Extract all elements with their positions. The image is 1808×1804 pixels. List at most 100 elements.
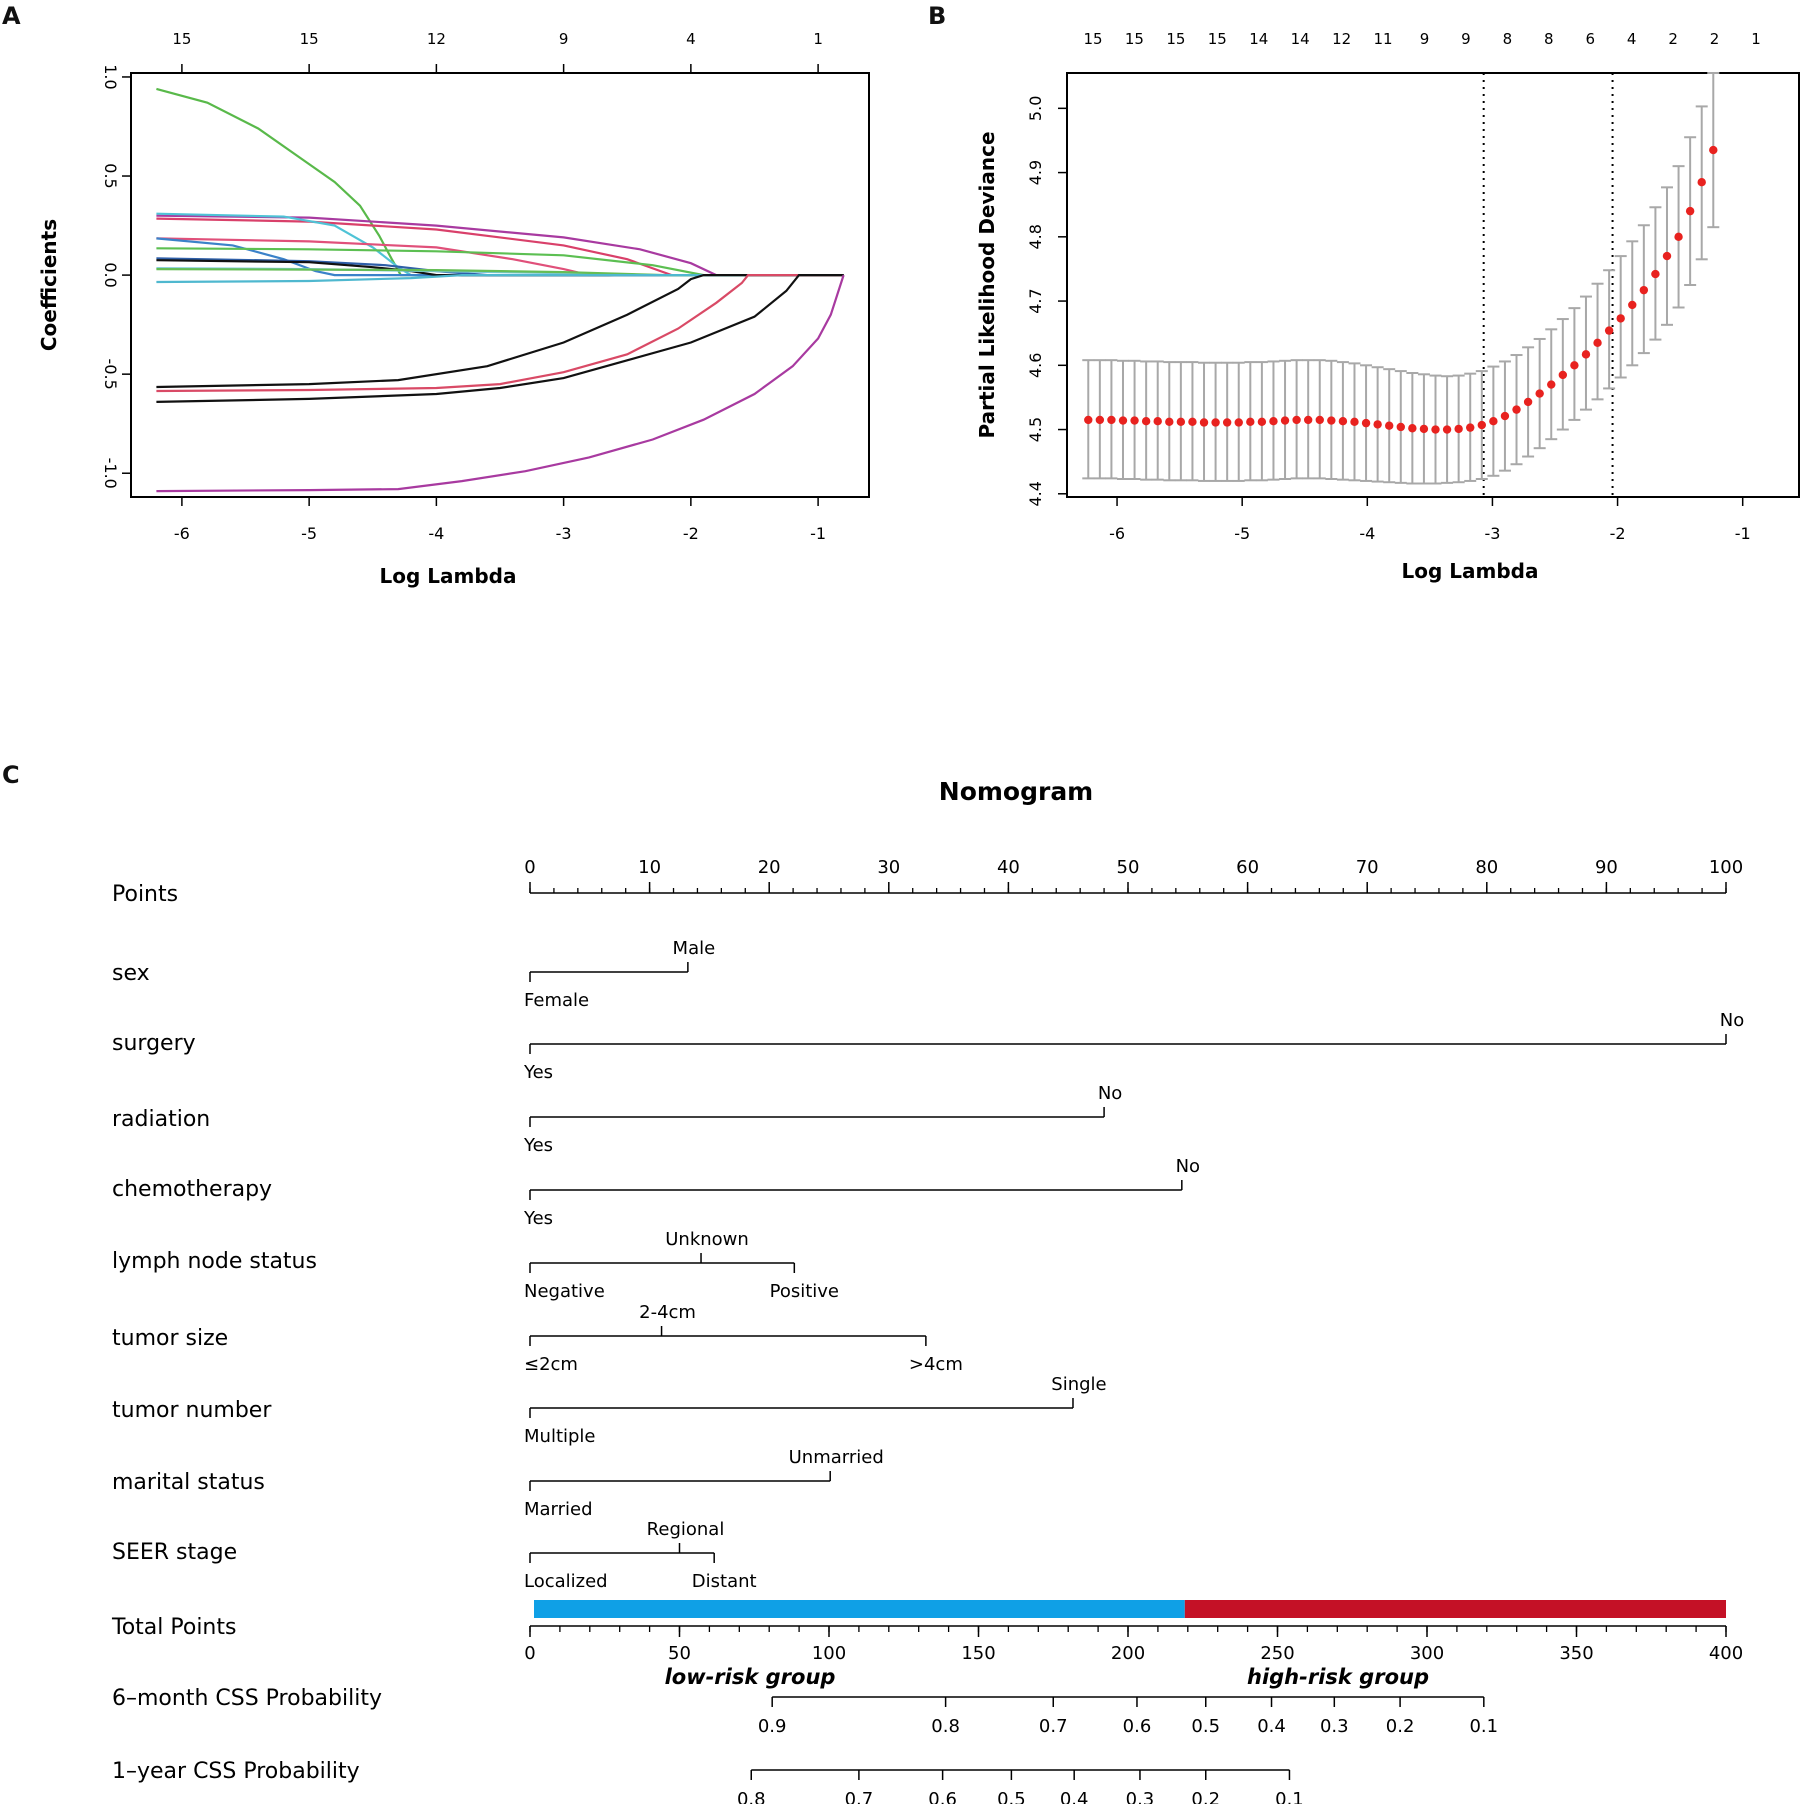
x-tick-label: -5 xyxy=(301,524,317,543)
variable-label: SEER stage xyxy=(112,1540,237,1565)
probability-axis-label: 6–month CSS Probability xyxy=(112,1686,382,1711)
x-axis-title: Log Lambda xyxy=(380,564,517,588)
deviance-point xyxy=(1303,415,1313,425)
total-tick-label: 250 xyxy=(1260,1643,1294,1664)
level-label: ≤2cm xyxy=(524,1354,578,1375)
deviance-point xyxy=(1570,361,1579,370)
y-tick-label: 4.9 xyxy=(1026,160,1045,185)
panel-label-b: B xyxy=(928,2,946,30)
x-axis-title: Log Lambda xyxy=(1402,559,1539,583)
level-label: No xyxy=(1176,1156,1200,1177)
probability-tick-label: 0.5 xyxy=(1191,1716,1220,1737)
deviance-point xyxy=(1350,417,1359,427)
y-tick-label: 5.0 xyxy=(1026,96,1045,121)
coef-path-14 xyxy=(156,274,844,403)
top-axis-label: 4 xyxy=(686,30,696,48)
top-axis-label: 15 xyxy=(172,30,191,48)
variable-label: sex xyxy=(112,961,150,986)
top-axis-label: 14 xyxy=(1249,30,1268,48)
y-tick-label: 4.8 xyxy=(1026,224,1045,249)
deviance-point xyxy=(1269,416,1278,426)
deviance-point xyxy=(1558,370,1568,380)
deviance-point xyxy=(1246,417,1255,427)
level-label: Unmarried xyxy=(789,1447,884,1468)
total-tick-label: 0 xyxy=(524,1643,535,1664)
x-tick-label: -2 xyxy=(1610,524,1626,543)
top-axis-label: 14 xyxy=(1291,30,1310,48)
variable-label: surgery xyxy=(112,1031,196,1056)
deviance-point xyxy=(1373,420,1382,429)
top-axis-label: 15 xyxy=(1166,30,1185,48)
level-label: Yes xyxy=(523,1208,553,1229)
deviance-point xyxy=(1454,424,1463,434)
level-label: Negative xyxy=(524,1281,605,1302)
top-axis-label: 9 xyxy=(1420,30,1430,48)
points-tick-label: 20 xyxy=(758,857,781,878)
probability-tick-label: 0.5 xyxy=(997,1789,1026,1804)
deviance-point xyxy=(1466,423,1475,432)
points-tick-label: 10 xyxy=(638,857,661,878)
y-axis-title: Coefficients xyxy=(37,219,61,351)
coefficient-path-plot: -6 -5 -4 -3 -2 -1 -1.0 -0.5 0.0 0.5 1.0 15 15 12 9 4 1 Lo… xyxy=(37,30,870,588)
total-tick-label: 100 xyxy=(812,1643,846,1664)
x-tick-label: -6 xyxy=(174,524,190,543)
probability-tick-label: 0.6 xyxy=(928,1789,957,1804)
deviance-point xyxy=(1257,417,1267,427)
deviance-point xyxy=(1141,416,1151,426)
level-label: Localized xyxy=(524,1571,608,1592)
points-tick-label: 40 xyxy=(997,857,1020,878)
level-label: Yes xyxy=(523,1135,553,1156)
deviance-point xyxy=(1211,418,1220,427)
deviance-cv-plot: -6 -5 -4 -3 -2 -1 4.4 4.5 4.6 4.7 4.8 4.9 5.0 15 15 15 1… xyxy=(975,30,1800,583)
deviance-point xyxy=(1280,416,1290,425)
top-axis-label: 1 xyxy=(1751,30,1761,48)
x-tick-label: -2 xyxy=(683,524,699,543)
points-tick-label: 80 xyxy=(1475,857,1498,878)
probability-tick-label: 0.2 xyxy=(1386,1716,1415,1737)
y-tick-label: -0.5 xyxy=(101,359,120,390)
y-tick-label: 4.6 xyxy=(1026,353,1045,378)
high-risk-label: high-risk group xyxy=(1247,1665,1429,1689)
deviance-point xyxy=(1709,145,1718,155)
level-label: No xyxy=(1720,1010,1744,1031)
deviance-point xyxy=(1385,421,1394,430)
deviance-point xyxy=(1118,416,1128,425)
x-tick-label: -3 xyxy=(556,524,572,543)
coef-path-15 xyxy=(156,274,845,493)
deviance-point xyxy=(1095,415,1105,425)
points-tick-label: 30 xyxy=(877,857,900,878)
y-tick-label: -1.0 xyxy=(101,458,120,489)
variable-label: radiation xyxy=(112,1107,210,1132)
deviance-point xyxy=(1165,417,1174,427)
top-axis-label: 8 xyxy=(1503,30,1513,48)
deviance-point xyxy=(1234,418,1243,427)
low-risk-label: low-risk group xyxy=(665,1665,836,1689)
y-tick-label: 4.7 xyxy=(1026,288,1045,313)
deviance-point xyxy=(1408,424,1417,433)
risk-band-1 xyxy=(1184,1600,1726,1618)
nomogram: Nomogram Points 0 10 20 30 40 50 60 70 80 90 100 sex F… xyxy=(111,777,1744,1804)
total-tick-label: 150 xyxy=(961,1643,995,1664)
probability-tick-label: 0.4 xyxy=(1060,1789,1089,1804)
x-tick-label: -1 xyxy=(810,524,826,543)
level-label: Female xyxy=(524,990,589,1011)
level-label: Married xyxy=(524,1499,593,1520)
points-tick-label: 70 xyxy=(1356,857,1379,878)
probability-tick-label: 0.8 xyxy=(931,1716,960,1737)
probability-tick-label: 0.7 xyxy=(845,1789,874,1804)
nomogram-title: Nomogram xyxy=(939,777,1093,806)
level-label: 2-4cm xyxy=(639,1302,696,1323)
deviance-point xyxy=(1396,422,1405,432)
risk-band-0 xyxy=(534,1600,1185,1618)
level-label: Distant xyxy=(692,1571,757,1592)
points-tick-label: 50 xyxy=(1117,857,1140,878)
level-label: Multiple xyxy=(524,1426,596,1447)
top-axis-label: 2 xyxy=(1710,30,1720,48)
deviance-point xyxy=(1593,338,1602,348)
coef-path-3 xyxy=(156,212,844,277)
deviance-point xyxy=(1431,425,1440,434)
deviance-point xyxy=(1697,178,1706,187)
deviance-point xyxy=(1315,415,1324,425)
variable-label: marital status xyxy=(112,1470,265,1495)
